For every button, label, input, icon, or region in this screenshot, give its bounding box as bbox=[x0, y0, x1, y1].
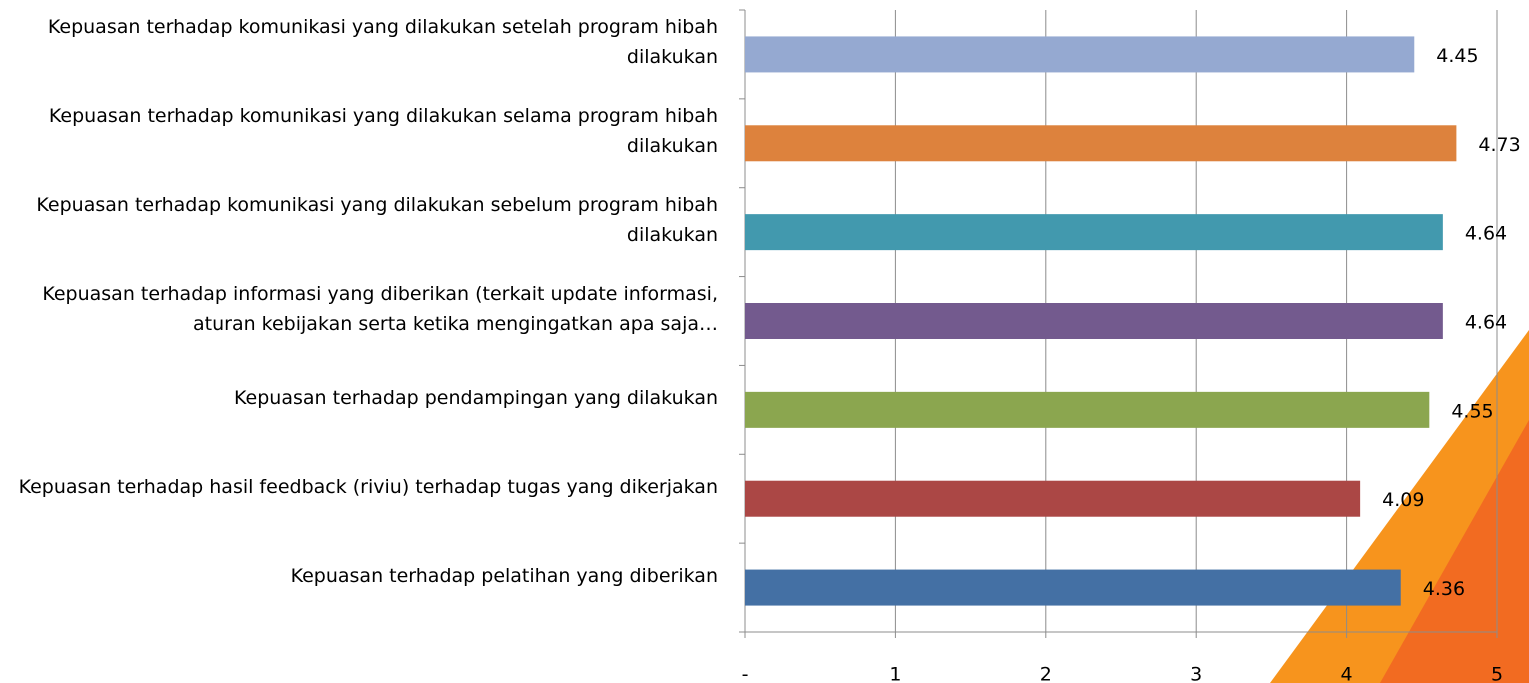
x-tick-label: - bbox=[742, 664, 749, 683]
category-label: Kepuasan terhadap komunikasi yang dilaku… bbox=[0, 12, 718, 72]
bar bbox=[745, 214, 1443, 250]
category-label: Kepuasan terhadap komunikasi yang dilaku… bbox=[0, 101, 718, 161]
x-tick-label: 2 bbox=[1040, 664, 1052, 683]
value-label: 4.09 bbox=[1382, 489, 1424, 511]
bar bbox=[745, 125, 1456, 161]
category-label: Kepuasan terhadap informasi yang diberik… bbox=[0, 279, 718, 339]
value-label: 4.64 bbox=[1465, 312, 1507, 334]
category-label: Kepuasan terhadap komunikasi yang dilaku… bbox=[0, 190, 718, 250]
x-tick-label: 4 bbox=[1341, 664, 1353, 683]
bar bbox=[745, 570, 1401, 606]
bar bbox=[745, 36, 1414, 72]
bar bbox=[745, 481, 1360, 517]
value-label: 4.55 bbox=[1451, 400, 1493, 422]
value-label: 4.45 bbox=[1436, 45, 1478, 67]
category-label: Kepuasan terhadap hasil feedback (riviu)… bbox=[0, 472, 718, 502]
value-label: 4.36 bbox=[1423, 578, 1465, 600]
category-label: Kepuasan terhadap pendampingan yang dila… bbox=[0, 383, 718, 413]
chart: - 1 2 3 4 5 4.45 4.73 4.64 4.64 4.55 4.09 4.36 Kepua… bbox=[0, 0, 1529, 683]
value-label: 4.73 bbox=[1478, 134, 1520, 156]
category-label: Kepuasan terhadap pelatihan yang diberik… bbox=[0, 561, 718, 591]
bar bbox=[745, 303, 1443, 339]
x-tick-label: 1 bbox=[889, 664, 901, 683]
value-label: 4.64 bbox=[1465, 223, 1507, 245]
x-tick-label: 3 bbox=[1190, 664, 1202, 683]
x-tick-label: 5 bbox=[1491, 664, 1503, 683]
bar bbox=[745, 392, 1429, 428]
